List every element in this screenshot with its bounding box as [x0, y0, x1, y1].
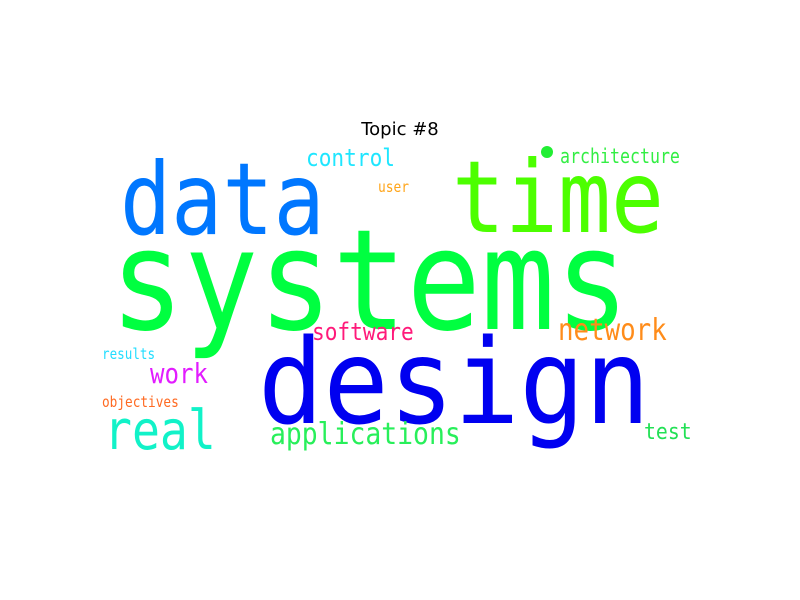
word-results: results	[102, 345, 156, 363]
figure-title: Topic #8	[361, 119, 439, 140]
word-data: data	[120, 141, 325, 258]
dot-mark	[541, 146, 553, 158]
word-test: test	[644, 420, 692, 445]
word-real: real	[104, 399, 216, 462]
word-design: design	[258, 313, 651, 451]
word-applications: applications	[270, 417, 461, 452]
word-time: time	[452, 139, 664, 256]
word-work: work	[150, 357, 208, 390]
word-systems: systems	[110, 200, 630, 363]
word-architecture: architecture	[560, 144, 680, 168]
word-objectives: objectives	[102, 393, 179, 411]
word-network: network	[558, 313, 667, 348]
word-user: user	[378, 178, 410, 196]
word-control: control	[306, 144, 396, 172]
word-software: software	[312, 318, 414, 346]
